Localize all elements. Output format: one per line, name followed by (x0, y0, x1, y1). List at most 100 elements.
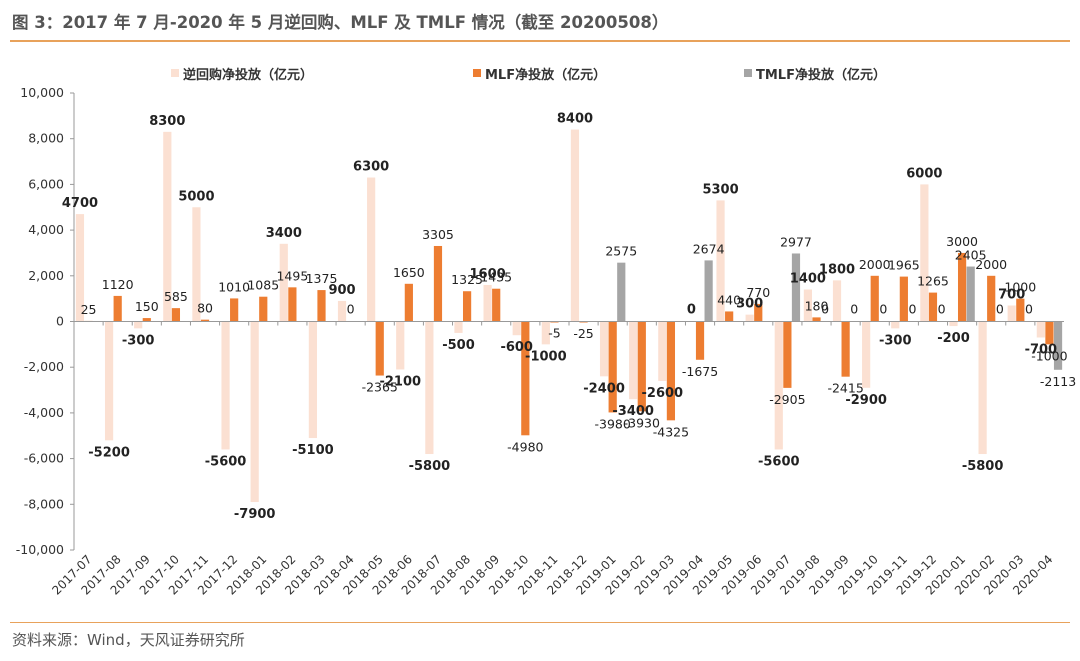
repo-data-label: -5100 (292, 443, 334, 458)
repo-data-label: 4700 (62, 196, 98, 211)
legend-mlf-swatch (473, 69, 481, 77)
mlf-bar (230, 298, 239, 322)
repo-data-label: 8400 (557, 112, 593, 127)
repo-data-label: -500 (442, 338, 475, 353)
repo-data-label: 1800 (819, 262, 855, 277)
y-tick-label: 8,000 (28, 131, 64, 146)
mlf-bar (375, 321, 384, 376)
mlf-data-label: 2000 (975, 257, 1007, 272)
repo-bar (599, 321, 609, 377)
mlf-bar (928, 292, 938, 322)
figure-title: 图 3：2017 年 7 月-2020 年 5 月逆回购、MLF 及 TMLF … (12, 13, 669, 32)
mlf-data-label: -4980 (507, 439, 543, 454)
legend-mlf-label: MLF净投放（亿元） (485, 67, 607, 83)
repo-bar (221, 321, 230, 450)
data-labels: 4700-5200-30083005000-5600-79003400-5100… (62, 112, 1076, 522)
y-tick-label: 4,000 (28, 222, 64, 237)
repo-data-label: 5300 (702, 182, 738, 197)
repo-data-label: -5200 (88, 445, 130, 460)
mlf-bar (404, 283, 413, 322)
title-divider (10, 40, 1070, 42)
source-note: 资料来源：Wind，天风证券研究所 (12, 631, 245, 649)
legend-tmlf-label: TMLF净投放（亿元） (756, 67, 886, 83)
mlf-data-label: 3000 (946, 234, 978, 249)
mlf-data-label: 25 (81, 302, 97, 317)
repo-data-label: -300 (122, 333, 155, 348)
mlf-bar (637, 321, 646, 412)
repo-data-label: -5600 (205, 454, 247, 469)
repo-bar (454, 321, 463, 333)
mlf-data-label: 770 (746, 285, 770, 300)
mlf-data-label: 1965 (888, 258, 920, 273)
mlf-bar (754, 303, 763, 322)
repo-data-label: -600 (500, 340, 533, 355)
mlf-bar (812, 317, 821, 322)
repo-data-label: 6000 (906, 166, 942, 181)
repo-bar (425, 321, 434, 455)
tmlf-data-label: 0 (938, 302, 946, 317)
repo-data-label: -300 (879, 333, 912, 348)
mlf-data-label: -4325 (653, 424, 689, 439)
repo-bar (104, 321, 114, 441)
repo-bar (308, 321, 317, 439)
mlf-bar (288, 287, 297, 322)
repo-bar (1036, 321, 1045, 338)
mlf-data-label: 0 (347, 302, 355, 317)
repo-bar (337, 300, 347, 322)
y-tick-label: -4,000 (24, 405, 64, 420)
tmlf-bar (617, 262, 626, 322)
repo-data-label: -700 (1025, 342, 1058, 357)
mlf-bar (899, 276, 908, 322)
tmlf-data-label: 0 (908, 302, 916, 317)
y-tick-label: -6,000 (24, 451, 64, 466)
mlf-bar (492, 288, 501, 322)
repo-bar (862, 321, 871, 388)
tmlf-data-label: 0 (821, 302, 829, 317)
mlf-data-label: -1000 (1031, 348, 1067, 363)
mlf-data-label: -1675 (682, 364, 718, 379)
mlf-bar (317, 290, 326, 322)
repo-data-label: -5800 (962, 459, 1004, 474)
repo-data-label: -1000 (525, 349, 567, 364)
mlf-data-label: -2415 (827, 381, 863, 396)
repo-bar (192, 207, 201, 322)
repo-data-label: 0 (687, 303, 696, 318)
mlf-data-label: 1265 (917, 274, 949, 289)
repo-bar (512, 321, 521, 336)
mlf-bar (1016, 298, 1025, 322)
legend-repo: 逆回购净投放（亿元） (171, 64, 314, 83)
tmlf-bar (1053, 321, 1063, 370)
mlf-bar (1045, 321, 1054, 345)
y-tick-label: 0 (56, 314, 64, 329)
repo-data-label: -5600 (758, 454, 800, 469)
repo-data-label: 6300 (353, 160, 389, 175)
mlf-data-label: -2365 (362, 380, 398, 395)
mlf-data-label: 1650 (393, 265, 425, 280)
mlf-bar (433, 245, 443, 322)
repo-bar (891, 321, 900, 329)
repo-data-label: -5800 (409, 459, 451, 474)
mlf-bar (200, 319, 210, 322)
tmlf-data-label: 0 (850, 302, 858, 317)
legend-repo-label: 逆回购净投放（亿元） (183, 67, 314, 83)
tmlf-data-label: 2575 (605, 244, 637, 259)
tmlf-data-label: -2113 (1040, 374, 1076, 389)
repo-data-label: -2100 (379, 374, 421, 389)
mlf-data-label: -5 (548, 326, 560, 341)
repo-bar (629, 321, 638, 400)
mlf-bar (142, 318, 151, 322)
mlf-data-label: 180 (805, 298, 829, 313)
mlf-data-label: -25 (573, 326, 593, 341)
repo-bar (920, 184, 929, 322)
mlf-data-label: 2000 (859, 257, 891, 272)
mlf-data-label: -2905 (769, 392, 805, 407)
mlf-data-label: 1495 (276, 268, 308, 283)
repo-data-label: -7900 (234, 507, 276, 522)
mlf-data-label: 150 (135, 299, 159, 314)
repo-data-label: 1400 (790, 272, 826, 287)
repo-bar (250, 321, 259, 503)
repo-bar (396, 321, 405, 370)
legend-mlf: MLF净投放（亿元） (473, 64, 607, 83)
mlf-data-label: 440 (717, 292, 741, 307)
tmlf-bar (791, 253, 801, 322)
